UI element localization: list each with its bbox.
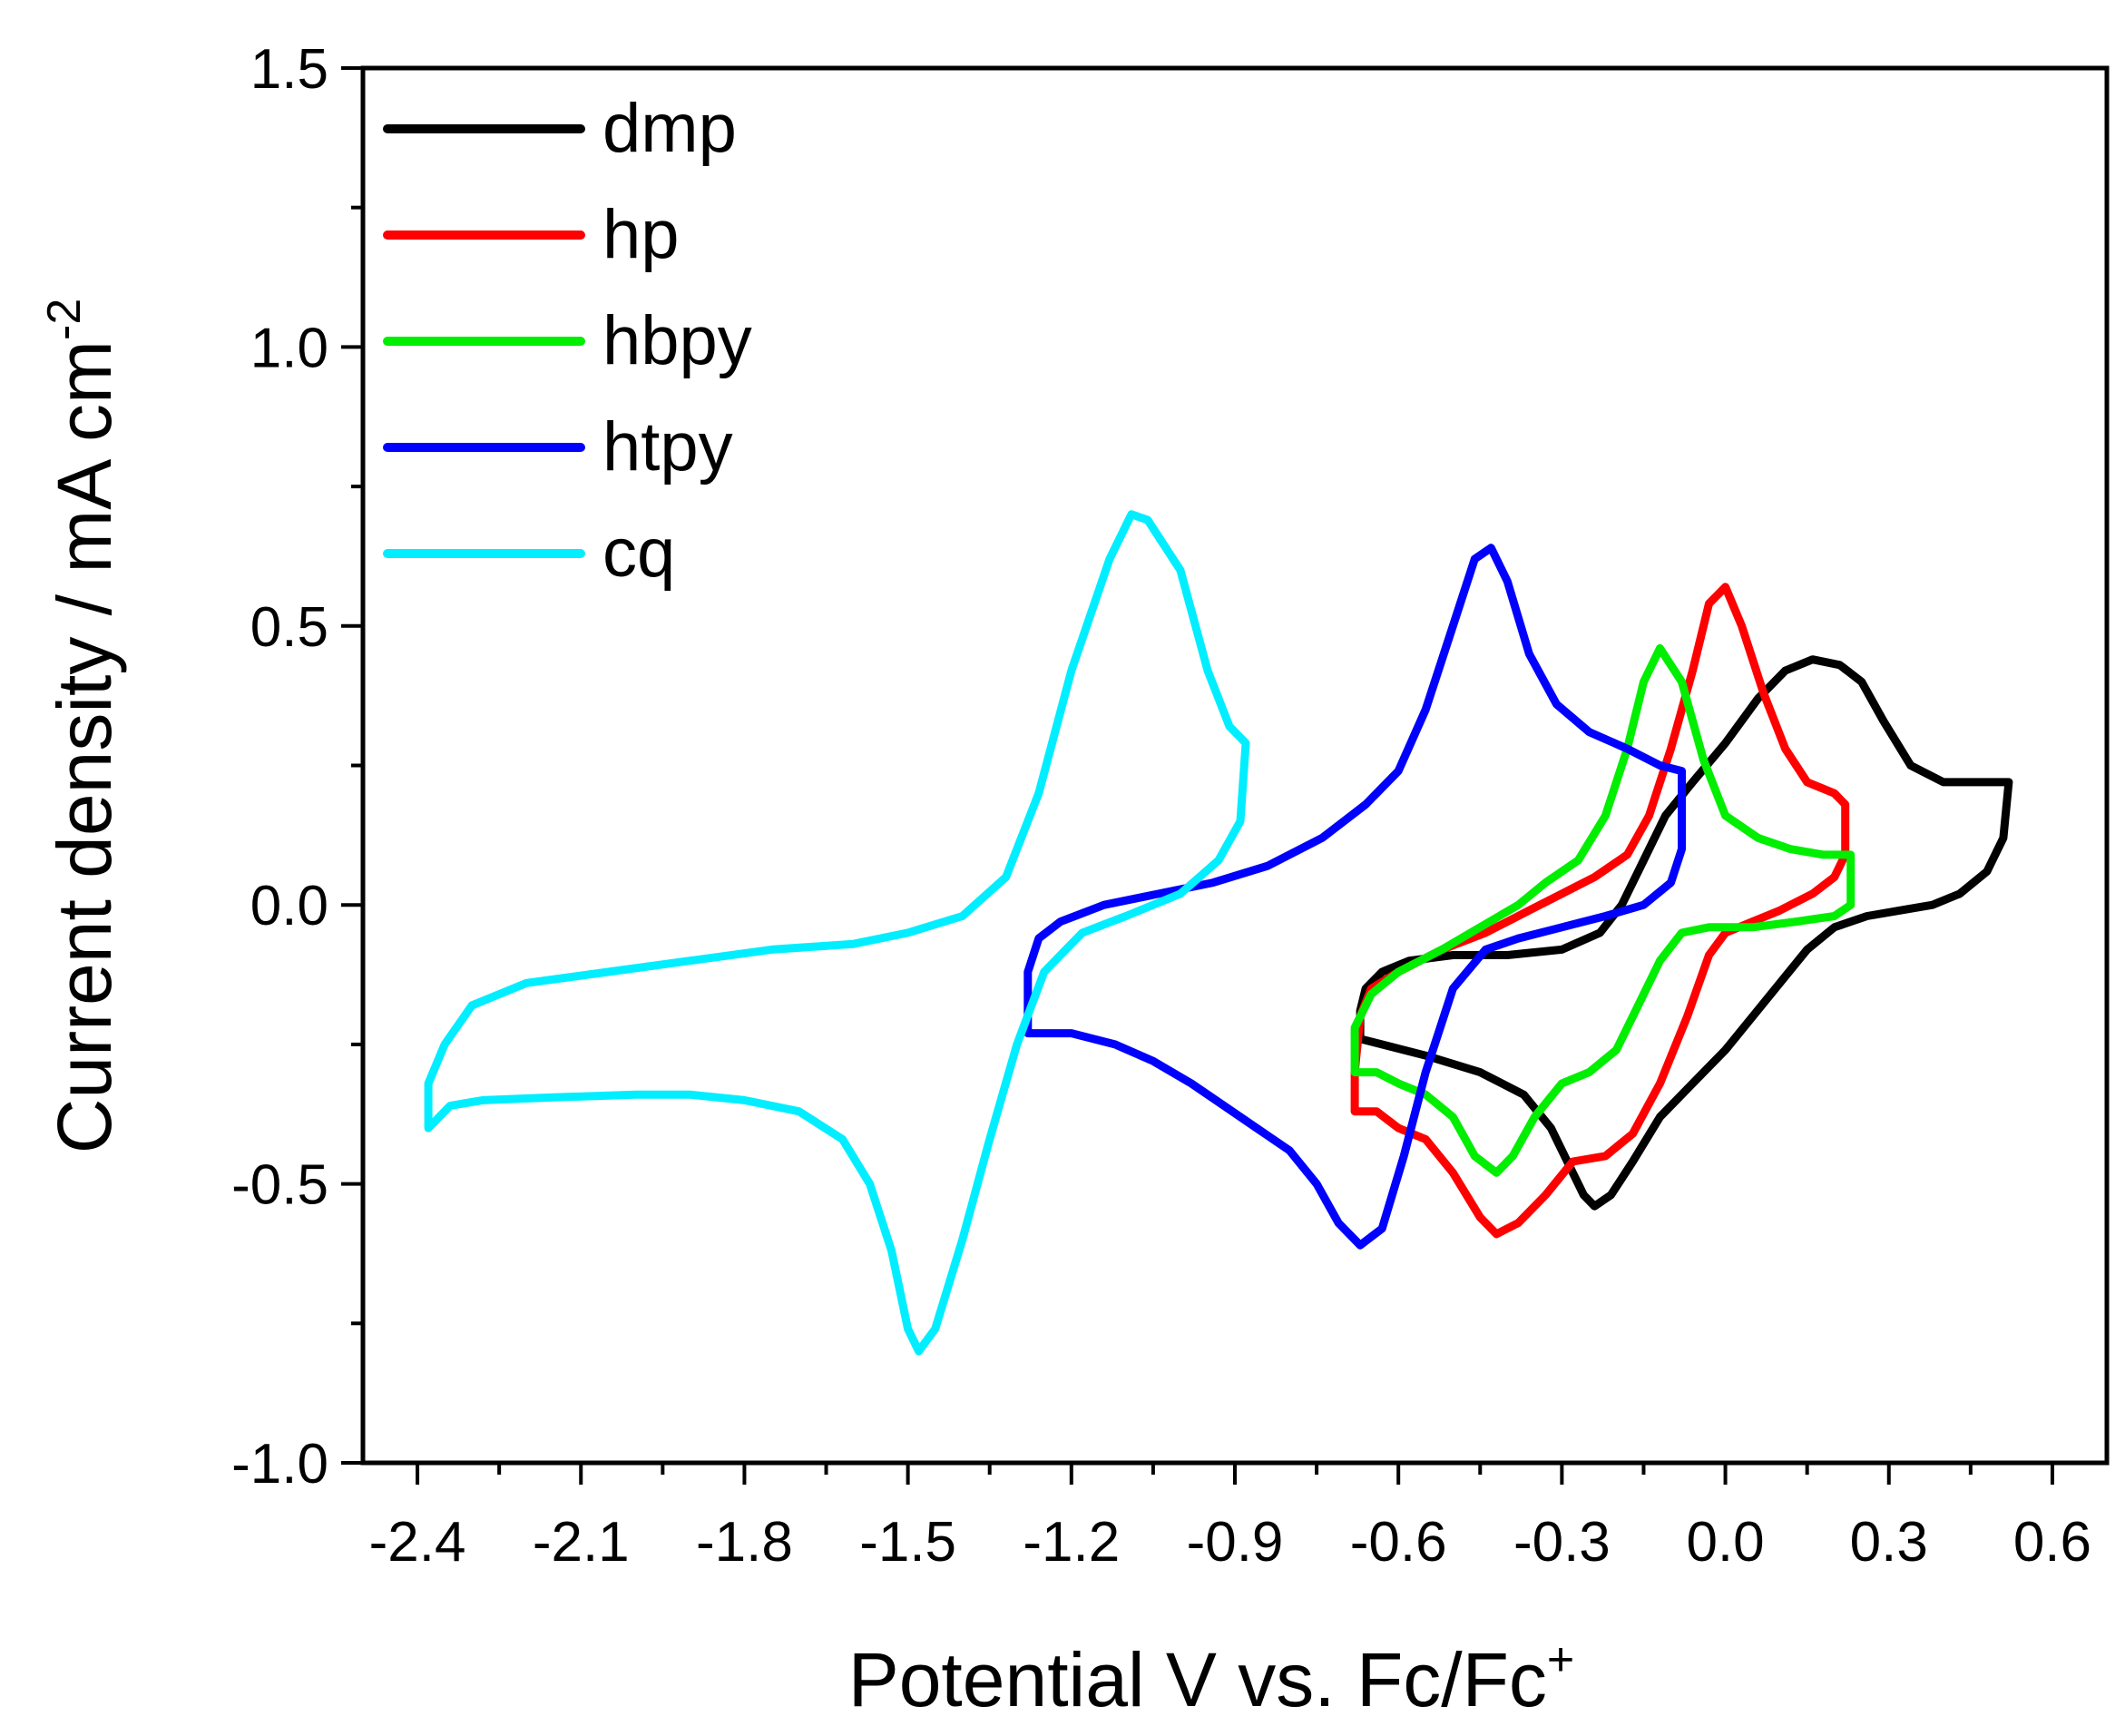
y-tick-label: 1.5 xyxy=(250,38,328,101)
series-line-hp xyxy=(1350,583,1850,1239)
y-tick-label: 0.0 xyxy=(250,875,328,937)
x-tick-label: -0.9 xyxy=(1187,1511,1284,1574)
y-tick-label: 0.5 xyxy=(250,596,328,659)
legend-label-hp: hp xyxy=(602,196,680,273)
series-layer xyxy=(424,510,2013,1356)
series-line-htpy xyxy=(1023,544,1686,1250)
y-tick-label: 1.0 xyxy=(250,317,328,379)
x-tick-label: 0.3 xyxy=(1850,1511,1928,1574)
x-tick-label: -2.4 xyxy=(369,1511,466,1574)
legend: dmp hp hbpy htpy cq xyxy=(383,90,752,592)
plot-frame xyxy=(360,65,2110,1466)
x-tick-label: -1.2 xyxy=(1023,1511,1120,1574)
x-axis-title-text: Potential V vs. Fc/Fc xyxy=(848,1637,1547,1722)
y-axis-title-text: Current density / mA cm xyxy=(42,340,127,1153)
y-axis-title-sup: -2 xyxy=(38,299,91,340)
y-axis-title: Current density / mA cm-2 xyxy=(38,299,127,1154)
x-tick-label: -0.3 xyxy=(1513,1511,1611,1574)
legend-label-dmp: dmp xyxy=(602,90,737,167)
y-tick-label: -0.5 xyxy=(231,1154,328,1217)
legend-label-cq: cq xyxy=(602,515,675,592)
x-tick-label: 0.6 xyxy=(2013,1511,2091,1574)
series-line-hbpy xyxy=(1350,643,1856,1177)
x-tick-label: -2.1 xyxy=(533,1511,630,1574)
x-tick-label: 0.0 xyxy=(1686,1511,1764,1574)
y-tick-label: -1.0 xyxy=(231,1433,328,1496)
x-tick-label: -0.6 xyxy=(1350,1511,1447,1574)
ticks-layer: -2.4 -2.1 -1.8 -1.5 -1.2 -0.9 -0.6 -0.3 0.0 0.3 0.… xyxy=(231,38,2091,1574)
legend-label-htpy: htpy xyxy=(602,408,733,485)
x-axis-title-sup: + xyxy=(1547,1633,1574,1686)
x-axis-title: Potential V vs. Fc/Fc+ xyxy=(848,1633,1575,1722)
x-tick-label: -1.5 xyxy=(859,1511,956,1574)
series-line-cq xyxy=(424,510,1250,1356)
series-line-dmp xyxy=(1356,655,2013,1211)
x-tick-label: -1.8 xyxy=(696,1511,793,1574)
legend-label-hbpy: hbpy xyxy=(602,302,752,379)
